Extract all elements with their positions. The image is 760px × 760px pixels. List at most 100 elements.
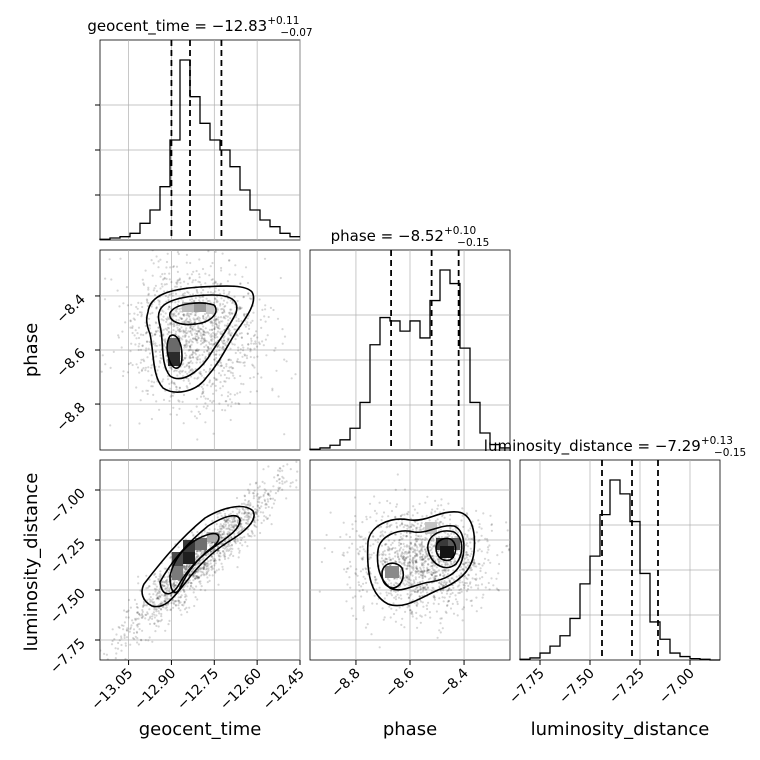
sample-point [149, 615, 152, 618]
sample-point [501, 551, 504, 554]
density-cell [206, 305, 216, 314]
sample-point [258, 497, 261, 500]
sample-point [498, 562, 501, 566]
sample-point [173, 324, 176, 327]
sample-point [135, 337, 138, 340]
sample-point [203, 530, 206, 533]
sample-point [478, 563, 481, 566]
sample-point [222, 292, 226, 295]
sample-point [194, 297, 197, 300]
sample-point [200, 552, 203, 555]
sample-point [196, 575, 199, 579]
sample-point [228, 369, 231, 372]
sample-point [166, 585, 169, 588]
sample-point [178, 328, 181, 331]
sample-point [200, 374, 203, 377]
sample-point [170, 594, 173, 598]
sample-point [359, 570, 362, 573]
sample-point [390, 547, 394, 550]
sample-point [201, 550, 204, 553]
panel-geocent-phase: −8.8−8.6−8.4 phase [21, 241, 301, 451]
sample-point [395, 505, 398, 508]
sample-point [443, 569, 446, 572]
sample-point [226, 532, 229, 535]
sample-point [225, 365, 228, 368]
sample-point [161, 380, 164, 383]
hist-luminosity-distance [519, 460, 720, 661]
sample-point [123, 634, 126, 638]
sample-point [241, 536, 244, 540]
sample-point [147, 286, 150, 289]
sample-point [157, 597, 160, 600]
sample-point [213, 281, 216, 285]
sample-point [249, 503, 252, 507]
sample-point [131, 363, 134, 367]
sample-point [226, 532, 229, 536]
sample-point [523, 557, 525, 559]
sample-point [425, 553, 428, 556]
sample-point [158, 301, 161, 304]
sample-point [196, 397, 199, 400]
sample-point [213, 327, 216, 331]
sample-point [291, 481, 294, 484]
sample-point [196, 563, 199, 566]
sample-point [131, 331, 134, 335]
sample-point [281, 469, 284, 472]
sample-point [227, 549, 230, 553]
sample-point [422, 605, 425, 608]
sample-point [167, 330, 170, 333]
sample-point [434, 576, 437, 579]
sample-point [471, 577, 474, 580]
sample-point [198, 568, 201, 571]
sample-point [127, 609, 130, 612]
sample-point [425, 604, 428, 607]
sample-point [166, 589, 169, 592]
sample-point [364, 542, 368, 545]
sample-point [141, 278, 144, 281]
sample-point [421, 546, 424, 549]
sample-point [173, 600, 176, 603]
sample-point [253, 241, 255, 243]
sample-point [223, 380, 226, 383]
sample-point [359, 546, 362, 549]
sample-point [145, 574, 148, 577]
sample-point [212, 301, 215, 304]
sample-point [177, 600, 180, 603]
sample-point [184, 344, 187, 347]
sample-point [406, 577, 409, 580]
sample-point [412, 548, 415, 551]
sample-point [197, 319, 201, 322]
ylabel-phase: phase [21, 323, 42, 377]
sample-point [186, 372, 189, 375]
sample-point [230, 332, 233, 335]
sample-point [414, 570, 417, 573]
sample-point [444, 563, 447, 566]
sample-point [419, 591, 422, 594]
sample-point [236, 519, 239, 522]
sample-point [190, 360, 193, 363]
sample-point [207, 341, 211, 344]
sample-point [136, 366, 140, 369]
sample-point [168, 305, 171, 308]
sample-point [199, 334, 202, 337]
sample-point [170, 394, 173, 397]
sample-point [281, 488, 284, 491]
sample-point [505, 545, 508, 548]
sample-point [421, 574, 424, 577]
sample-point [195, 576, 198, 579]
sample-point [177, 319, 180, 322]
sample-point [198, 549, 202, 552]
sample-point [198, 329, 201, 332]
sample-point [237, 346, 240, 349]
sample-point [227, 332, 230, 335]
sample-point [218, 322, 221, 325]
sample-point [455, 529, 458, 532]
sample-point [202, 317, 205, 320]
sample-point [237, 547, 240, 550]
sample-point [295, 479, 298, 482]
sample-point [421, 571, 424, 575]
sample-point [144, 613, 147, 616]
sample-point [214, 318, 218, 321]
sample-point [262, 468, 265, 471]
sample-point [495, 577, 498, 580]
